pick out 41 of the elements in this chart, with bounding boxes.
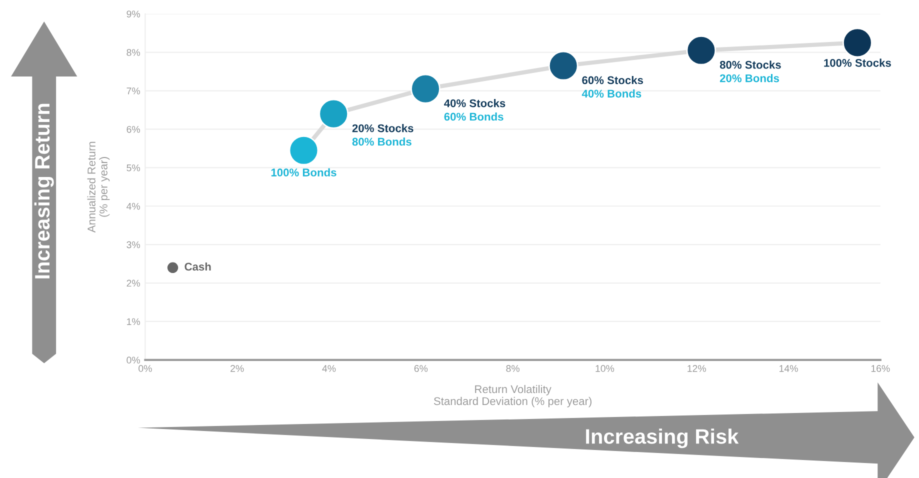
y-tick-label: 4% bbox=[126, 202, 140, 210]
point bbox=[548, 50, 578, 81]
text: Increasing Risk bbox=[586, 428, 739, 448]
point bbox=[842, 28, 872, 58]
series-label: Cash bbox=[184, 262, 211, 271]
y-tick-label: 6% bbox=[126, 126, 140, 133]
y-tick-label: 0% bbox=[126, 356, 140, 364]
y-tick-label: 7% bbox=[126, 88, 140, 94]
y-tick-label: 5% bbox=[126, 164, 140, 172]
y-tick-label: 9% bbox=[126, 10, 140, 18]
x-tick-label: 14% bbox=[780, 365, 798, 372]
y-tick-label: 3% bbox=[126, 241, 140, 248]
annotation: 100% Bonds bbox=[271, 168, 336, 176]
x-tick-label: 4% bbox=[322, 365, 336, 372]
annotation: 20% Bonds bbox=[720, 74, 780, 82]
point bbox=[410, 74, 440, 104]
annotation: 40% Bonds bbox=[582, 89, 642, 98]
x-tick-label: 2% bbox=[230, 365, 244, 372]
x-tick-label: 16% bbox=[871, 365, 890, 372]
x-axis-title: Return Volatility Standard Deviation (% per year) bbox=[434, 384, 592, 408]
x-tick-label: 8% bbox=[506, 365, 520, 372]
annotation: 80% Stocks bbox=[720, 60, 781, 69]
annotation: 20% Stocks bbox=[352, 124, 414, 132]
annotation: 80% Bonds bbox=[352, 138, 412, 146]
y-axis-title: Annualized Return (% per year) bbox=[87, 142, 110, 233]
annotation: 60% Bonds bbox=[444, 112, 504, 121]
x-tick-label: 12% bbox=[688, 365, 706, 372]
x-tick-label: 0% bbox=[138, 365, 152, 372]
y-tick-label: 2% bbox=[126, 280, 140, 287]
y-tick-label: 1% bbox=[127, 318, 140, 326]
annotation: 60% Stocks bbox=[582, 76, 644, 84]
text: Increasing Return bbox=[34, 104, 54, 278]
annotation: 40% Stocks bbox=[444, 99, 506, 108]
point bbox=[318, 98, 349, 129]
x-tick-label: 10% bbox=[596, 365, 614, 372]
point bbox=[167, 262, 178, 274]
x-tick-label: 6% bbox=[414, 365, 428, 372]
point bbox=[686, 35, 716, 66]
y-tick-label: 8% bbox=[126, 49, 140, 56]
point bbox=[288, 135, 319, 166]
annotation: 100% Stocks bbox=[824, 58, 891, 67]
